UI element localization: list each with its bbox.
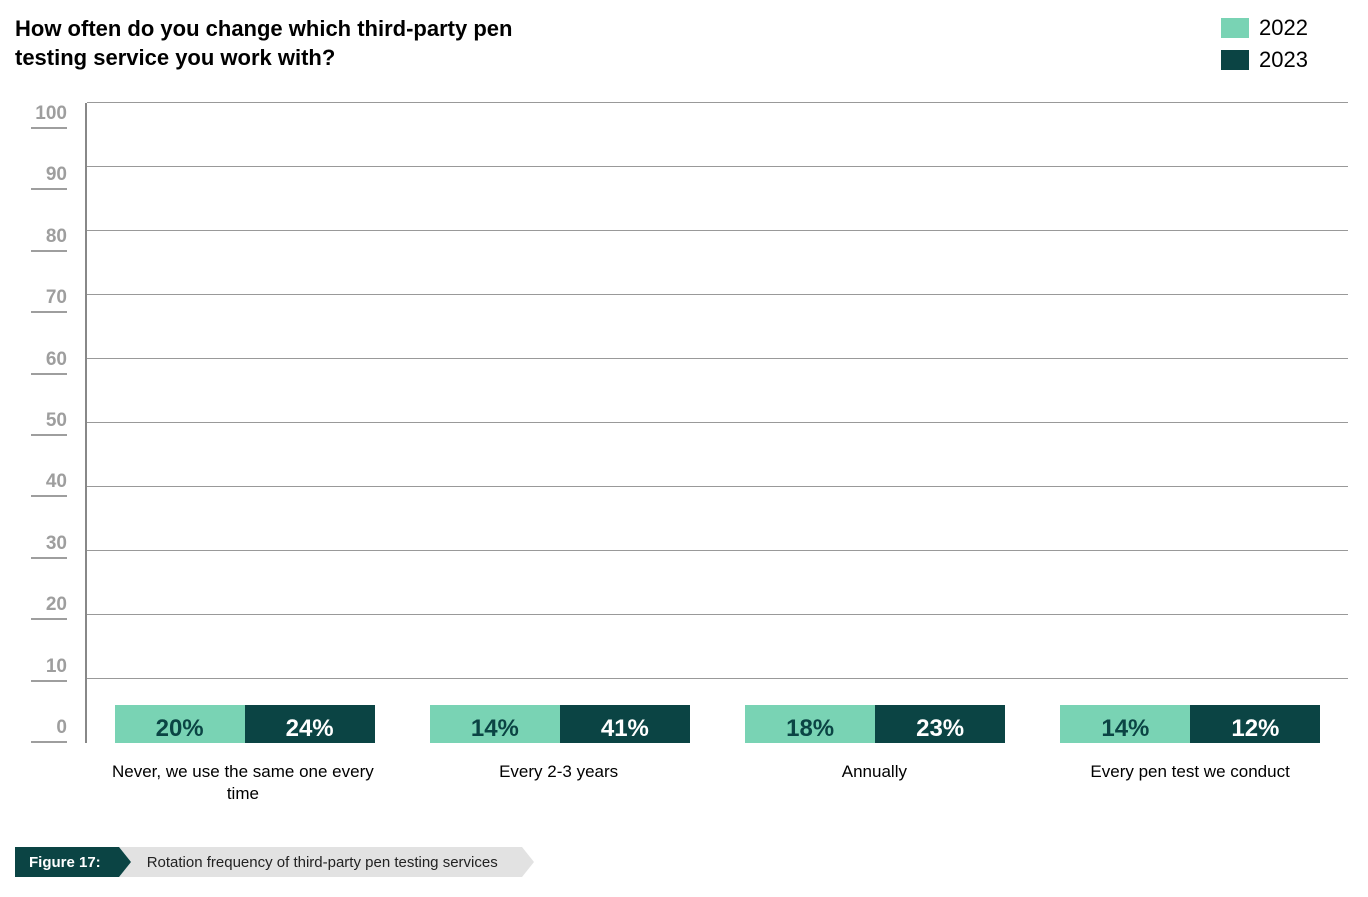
bar-group: 14% 12%: [1060, 705, 1320, 743]
bar-value-label: 12%: [1231, 705, 1279, 743]
bar-value-label: 24%: [286, 705, 334, 743]
y-tick: 20: [31, 594, 67, 620]
gridline: [87, 678, 1348, 679]
bar-value-label: 18%: [786, 705, 834, 743]
gridline: [87, 166, 1348, 167]
legend-label: 2022: [1259, 15, 1308, 41]
plot-wrapper: 20% 24% 14% 41% 18% 23% 14% 12%: [85, 103, 1348, 743]
gridline: [87, 422, 1348, 423]
gridline: [87, 294, 1348, 295]
x-axis-label: Annually: [717, 761, 1033, 805]
bar: 14%: [1060, 705, 1190, 743]
x-axis-label: Every pen test we conduct: [1032, 761, 1348, 805]
y-tick: 100: [31, 103, 67, 129]
y-tick: 0: [31, 717, 67, 743]
y-tick: 80: [31, 226, 67, 252]
bar-value-label: 23%: [916, 705, 964, 743]
bar-value-label: 20%: [156, 705, 204, 743]
y-axis: 1009080706050403020100: [15, 103, 85, 743]
bar-value-label: 14%: [1101, 705, 1149, 743]
bar-group: 18% 23%: [745, 705, 1005, 743]
bar: 20%: [115, 705, 245, 743]
figure-tag: Figure 17:: [15, 847, 119, 877]
x-axis-labels: Never, we use the same one every timeEve…: [85, 761, 1348, 805]
figure-caption-text: Rotation frequency of third-party pen te…: [119, 847, 522, 877]
bar: 12%: [1190, 705, 1320, 743]
chart-title: How often do you change which third-part…: [15, 15, 535, 72]
plot: 20% 24% 14% 41% 18% 23% 14% 12%: [87, 103, 1348, 743]
gridline: [87, 102, 1348, 103]
bar: 41%: [560, 705, 690, 743]
bar: 24%: [245, 705, 375, 743]
gridline: [87, 358, 1348, 359]
bar-value-label: 14%: [471, 705, 519, 743]
gridline: [87, 550, 1348, 551]
legend: 2022 2023: [1221, 15, 1308, 73]
legend-item: 2022: [1221, 15, 1308, 41]
x-axis-label: Every 2-3 years: [401, 761, 717, 805]
legend-label: 2023: [1259, 47, 1308, 73]
y-tick: 60: [31, 349, 67, 375]
y-tick: 30: [31, 533, 67, 559]
y-tick: 50: [31, 410, 67, 436]
y-tick: 90: [31, 164, 67, 190]
y-tick: 40: [31, 471, 67, 497]
chart-area: 1009080706050403020100 20%24%14%41%18%23…: [15, 103, 1348, 743]
bar: 23%: [875, 705, 1005, 743]
chart-header: How often do you change which third-part…: [15, 15, 1348, 73]
bar: 18%: [745, 705, 875, 743]
legend-item: 2023: [1221, 47, 1308, 73]
bar: 14%: [430, 705, 560, 743]
gridline: [87, 486, 1348, 487]
y-tick: 10: [31, 656, 67, 682]
bar-group: 20% 24%: [115, 705, 375, 743]
y-tick: 70: [31, 287, 67, 313]
legend-swatch: [1221, 50, 1249, 70]
bar-group: 14% 41%: [430, 705, 690, 743]
bar-groups: 20% 24% 14% 41% 18% 23% 14% 12%: [87, 103, 1348, 743]
gridline: [87, 230, 1348, 231]
figure-caption: Figure 17: Rotation frequency of third-p…: [15, 847, 522, 877]
legend-swatch: [1221, 18, 1249, 38]
gridline: [87, 614, 1348, 615]
x-axis-label: Never, we use the same one every time: [85, 761, 401, 805]
bar-value-label: 41%: [601, 705, 649, 743]
